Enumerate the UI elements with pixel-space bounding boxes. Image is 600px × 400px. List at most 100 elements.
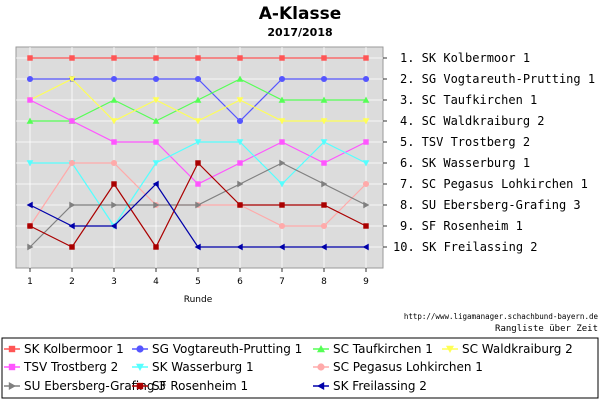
data-point [153,201,160,209]
data-point [237,202,243,208]
data-point [362,160,370,167]
data-point [152,160,160,167]
data-point [363,55,369,61]
data-point [321,160,327,166]
data-point [27,243,34,251]
data-point [363,201,370,209]
data-point [362,118,370,125]
x-tick-label: 2 [69,277,75,287]
legend-label: SG Vogtareuth-Prutting 1 [152,342,302,356]
rank-label: 4. SC Waldkraiburg 2 [400,114,545,128]
x-tick-label: 7 [279,277,285,287]
data-point [279,202,285,208]
data-point [68,222,75,230]
rank-label: 3. SC Taufkirchen 1 [400,93,537,107]
data-point [69,55,75,61]
legend-marker [136,363,144,371]
data-point [321,55,327,61]
data-point [68,159,76,167]
source-url: http://www.ligamanager.schachbund-bayern… [404,312,599,321]
data-point [69,118,75,124]
data-point [237,160,243,166]
data-point [27,55,33,61]
legend-label: SC Pegasus Lohkirchen 1 [333,360,483,374]
data-point [26,75,34,83]
x-tick-label: 6 [237,277,243,287]
legend-marker [136,345,144,353]
rank-label: 1. SK Kolbermoor 1 [400,51,530,65]
legend-label: SK Freilassing 2 [333,379,427,393]
data-point [320,75,328,83]
chart-title: A-Klasse [259,4,341,24]
data-point [111,139,117,145]
data-point [68,76,76,83]
legend-marker [8,363,16,371]
data-point [278,118,286,125]
chart-subtitle: 2017/2018 [267,26,332,39]
data-point [153,139,159,145]
data-point [26,160,34,167]
data-point [279,139,285,145]
legend-label: SK Kolbermoor 1 [24,342,124,356]
data-point [110,222,117,230]
data-point [237,180,244,188]
data-point [111,181,117,187]
data-point [362,180,370,188]
series-group [26,180,369,251]
data-point [194,118,202,125]
data-point [69,201,76,209]
data-point [195,160,201,166]
legend-label: SU Ebersberg-Grafing 3 [24,379,166,393]
series-group [27,55,369,61]
plot-area: 1 2 3 4 5 6 7 8 9 1. SK Kolbermoor 1 2. SG Vogtare… [15,46,595,287]
footer-caption: Rangliste über Zeit [495,324,598,334]
data-point [279,159,286,167]
data-point [26,117,34,124]
data-point [321,202,327,208]
data-point [111,201,118,209]
data-point [110,75,118,83]
data-point [27,97,33,103]
x-tick-label: 3 [111,277,117,287]
data-point [152,97,160,104]
legend-marker [317,382,325,390]
data-point [110,96,118,103]
x-tick-label: 8 [321,277,327,287]
data-point [194,139,202,146]
x-axis-label: Runde [184,295,213,305]
legend-marker [8,345,16,353]
data-point [363,139,369,145]
data-point [363,223,369,229]
data-point [26,201,33,209]
data-point [69,244,75,250]
data-point [152,180,159,188]
rank-label: 5. TSV Trostberg 2 [400,135,530,149]
data-point [194,96,202,103]
data-point [236,75,244,82]
data-point [195,201,202,209]
data-point [194,243,201,251]
legend-label: SC Waldkraiburg 2 [462,342,573,356]
data-point [194,75,202,83]
data-point [195,55,201,61]
legend-box [1,337,599,399]
legend-marker [317,363,325,371]
data-point [362,75,370,83]
series-group [26,76,370,125]
rank-label: 9. SF Rosenheim 1 [400,219,523,233]
data-point [279,55,285,61]
data-point [278,75,286,83]
data-point [152,75,160,83]
legend-label: SK Wasserburg 1 [152,360,254,374]
data-point [278,96,286,103]
data-point [27,223,33,229]
data-point [152,117,160,124]
data-point [362,96,370,103]
data-point [110,159,118,167]
data-point [320,139,328,146]
rank-label: 6. SK Wasserburg 1 [400,156,530,170]
legend-label: SC Taufkirchen 1 [333,342,433,356]
x-tick-label: 4 [153,277,159,287]
